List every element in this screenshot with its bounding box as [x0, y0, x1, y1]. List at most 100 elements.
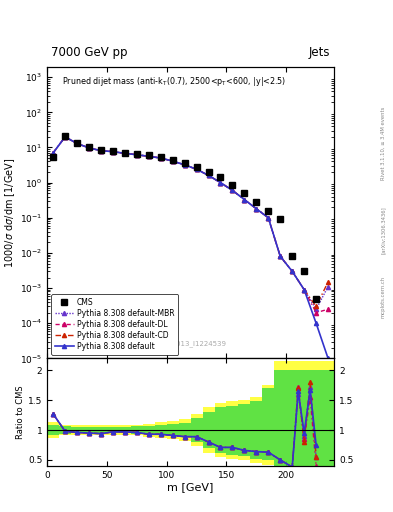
Pythia 8.308 default-MBR	[218, 180, 223, 186]
CMS	[326, 369, 331, 375]
Line: Pythia 8.308 default: Pythia 8.308 default	[51, 135, 330, 360]
Pythia 8.308 default-CD	[230, 187, 235, 194]
Pythia 8.308 default-MBR	[182, 162, 187, 168]
Pythia 8.308 default	[170, 158, 175, 164]
Pythia 8.308 default-MBR	[110, 148, 115, 155]
Pythia 8.308 default-DL	[290, 268, 295, 274]
CMS	[218, 175, 223, 181]
Pythia 8.308 default	[242, 197, 247, 203]
Pythia 8.308 default-MBR	[290, 268, 295, 274]
Pythia 8.308 default	[51, 150, 55, 156]
Pythia 8.308 default	[63, 134, 68, 140]
Pythia 8.308 default-CD	[302, 287, 307, 293]
CMS	[51, 154, 55, 160]
Pythia 8.308 default	[314, 320, 318, 326]
Pythia 8.308 default	[99, 147, 103, 154]
CMS	[206, 169, 211, 175]
Pythia 8.308 default-MBR	[99, 147, 103, 154]
Pythia 8.308 default	[266, 215, 271, 221]
Pythia 8.308 default-DL	[110, 148, 115, 155]
Pythia 8.308 default-MBR	[134, 152, 139, 158]
Pythia 8.308 default	[206, 173, 211, 179]
CMS	[242, 190, 247, 196]
Pythia 8.308 default	[302, 287, 307, 293]
CMS	[99, 147, 103, 153]
Pythia 8.308 default-CD	[218, 180, 223, 186]
CMS	[254, 199, 259, 205]
CMS	[290, 253, 295, 260]
Pythia 8.308 default-MBR	[254, 206, 259, 212]
CMS	[170, 157, 175, 163]
Pythia 8.308 default-DL	[123, 151, 127, 157]
CMS	[75, 140, 79, 146]
Pythia 8.308 default-MBR	[86, 145, 91, 151]
CMS	[314, 295, 318, 302]
Pythia 8.308 default-DL	[218, 180, 223, 186]
Pythia 8.308 default	[75, 140, 79, 146]
Pythia 8.308 default-CD	[99, 147, 103, 154]
Pythia 8.308 default-CD	[110, 148, 115, 155]
Pythia 8.308 default-MBR	[170, 158, 175, 164]
Pythia 8.308 default	[182, 162, 187, 168]
Pythia 8.308 default-CD	[206, 173, 211, 179]
CMS	[110, 148, 115, 154]
Line: Pythia 8.308 default-DL: Pythia 8.308 default-DL	[51, 135, 330, 315]
Pythia 8.308 default-DL	[75, 140, 79, 146]
Pythia 8.308 default-CD	[147, 153, 151, 159]
Pythia 8.308 default-DL	[99, 147, 103, 154]
Pythia 8.308 default-CD	[134, 152, 139, 158]
Pythia 8.308 default-DL	[314, 310, 318, 316]
Line: Pythia 8.308 default-CD: Pythia 8.308 default-CD	[51, 135, 330, 309]
Pythia 8.308 default-DL	[86, 145, 91, 151]
CMS	[86, 144, 91, 150]
CMS	[194, 164, 199, 170]
Pythia 8.308 default-DL	[147, 153, 151, 159]
Pythia 8.308 default	[110, 148, 115, 155]
Pythia 8.308 default-CD	[63, 134, 68, 140]
CMS	[123, 150, 127, 156]
Pythia 8.308 default-DL	[206, 173, 211, 179]
CMS	[230, 182, 235, 188]
Pythia 8.308 default-CD	[194, 166, 199, 173]
Pythia 8.308 default-DL	[51, 150, 55, 156]
Line: CMS: CMS	[50, 134, 331, 375]
Pythia 8.308 default	[290, 268, 295, 274]
Pythia 8.308 default-MBR	[266, 215, 271, 221]
Pythia 8.308 default-CD	[182, 162, 187, 168]
Pythia 8.308 default-CD	[170, 158, 175, 164]
Pythia 8.308 default-DL	[158, 155, 163, 161]
Pythia 8.308 default	[254, 206, 259, 212]
Pythia 8.308 default	[218, 180, 223, 186]
Pythia 8.308 default-DL	[242, 197, 247, 203]
Pythia 8.308 default-CD	[86, 145, 91, 151]
Pythia 8.308 default-CD	[266, 215, 271, 221]
Line: Pythia 8.308 default-MBR: Pythia 8.308 default-MBR	[51, 135, 330, 311]
Pythia 8.308 default	[86, 145, 91, 151]
CMS	[63, 134, 68, 140]
Pythia 8.308 default-DL	[194, 166, 199, 173]
Text: 7000 GeV pp: 7000 GeV pp	[51, 46, 128, 59]
Text: [arXiv:1306.3436]: [arXiv:1306.3436]	[381, 206, 386, 254]
Pythia 8.308 default-MBR	[75, 140, 79, 146]
Pythia 8.308 default-MBR	[158, 155, 163, 161]
Pythia 8.308 default-CD	[254, 206, 259, 212]
Pythia 8.308 default-CD	[242, 197, 247, 203]
Pythia 8.308 default-MBR	[278, 253, 283, 260]
Pythia 8.308 default-CD	[290, 268, 295, 274]
Pythia 8.308 default-MBR	[242, 197, 247, 203]
Y-axis label: 1000/$\sigma$ d$\sigma$/dm [1/GeV]: 1000/$\sigma$ d$\sigma$/dm [1/GeV]	[3, 157, 17, 268]
Pythia 8.308 default-MBR	[147, 153, 151, 159]
Pythia 8.308 default	[158, 155, 163, 161]
Pythia 8.308 default-DL	[326, 306, 331, 312]
Pythia 8.308 default	[134, 152, 139, 158]
Text: Pruned dijet mass (anti-k$_{\mathsf{T}}$(0.7), 2500<p$_{\mathsf{T}}$<600, |y|<2.: Pruned dijet mass (anti-k$_{\mathsf{T}}$…	[61, 75, 286, 88]
CMS	[266, 207, 271, 214]
Pythia 8.308 default-CD	[326, 279, 331, 285]
Pythia 8.308 default-DL	[230, 187, 235, 194]
Pythia 8.308 default-MBR	[63, 134, 68, 140]
Pythia 8.308 default-DL	[170, 158, 175, 164]
Pythia 8.308 default-MBR	[314, 306, 318, 312]
Pythia 8.308 default	[147, 153, 151, 159]
X-axis label: m [GeV]: m [GeV]	[167, 482, 214, 493]
Text: Jets: Jets	[309, 46, 330, 59]
